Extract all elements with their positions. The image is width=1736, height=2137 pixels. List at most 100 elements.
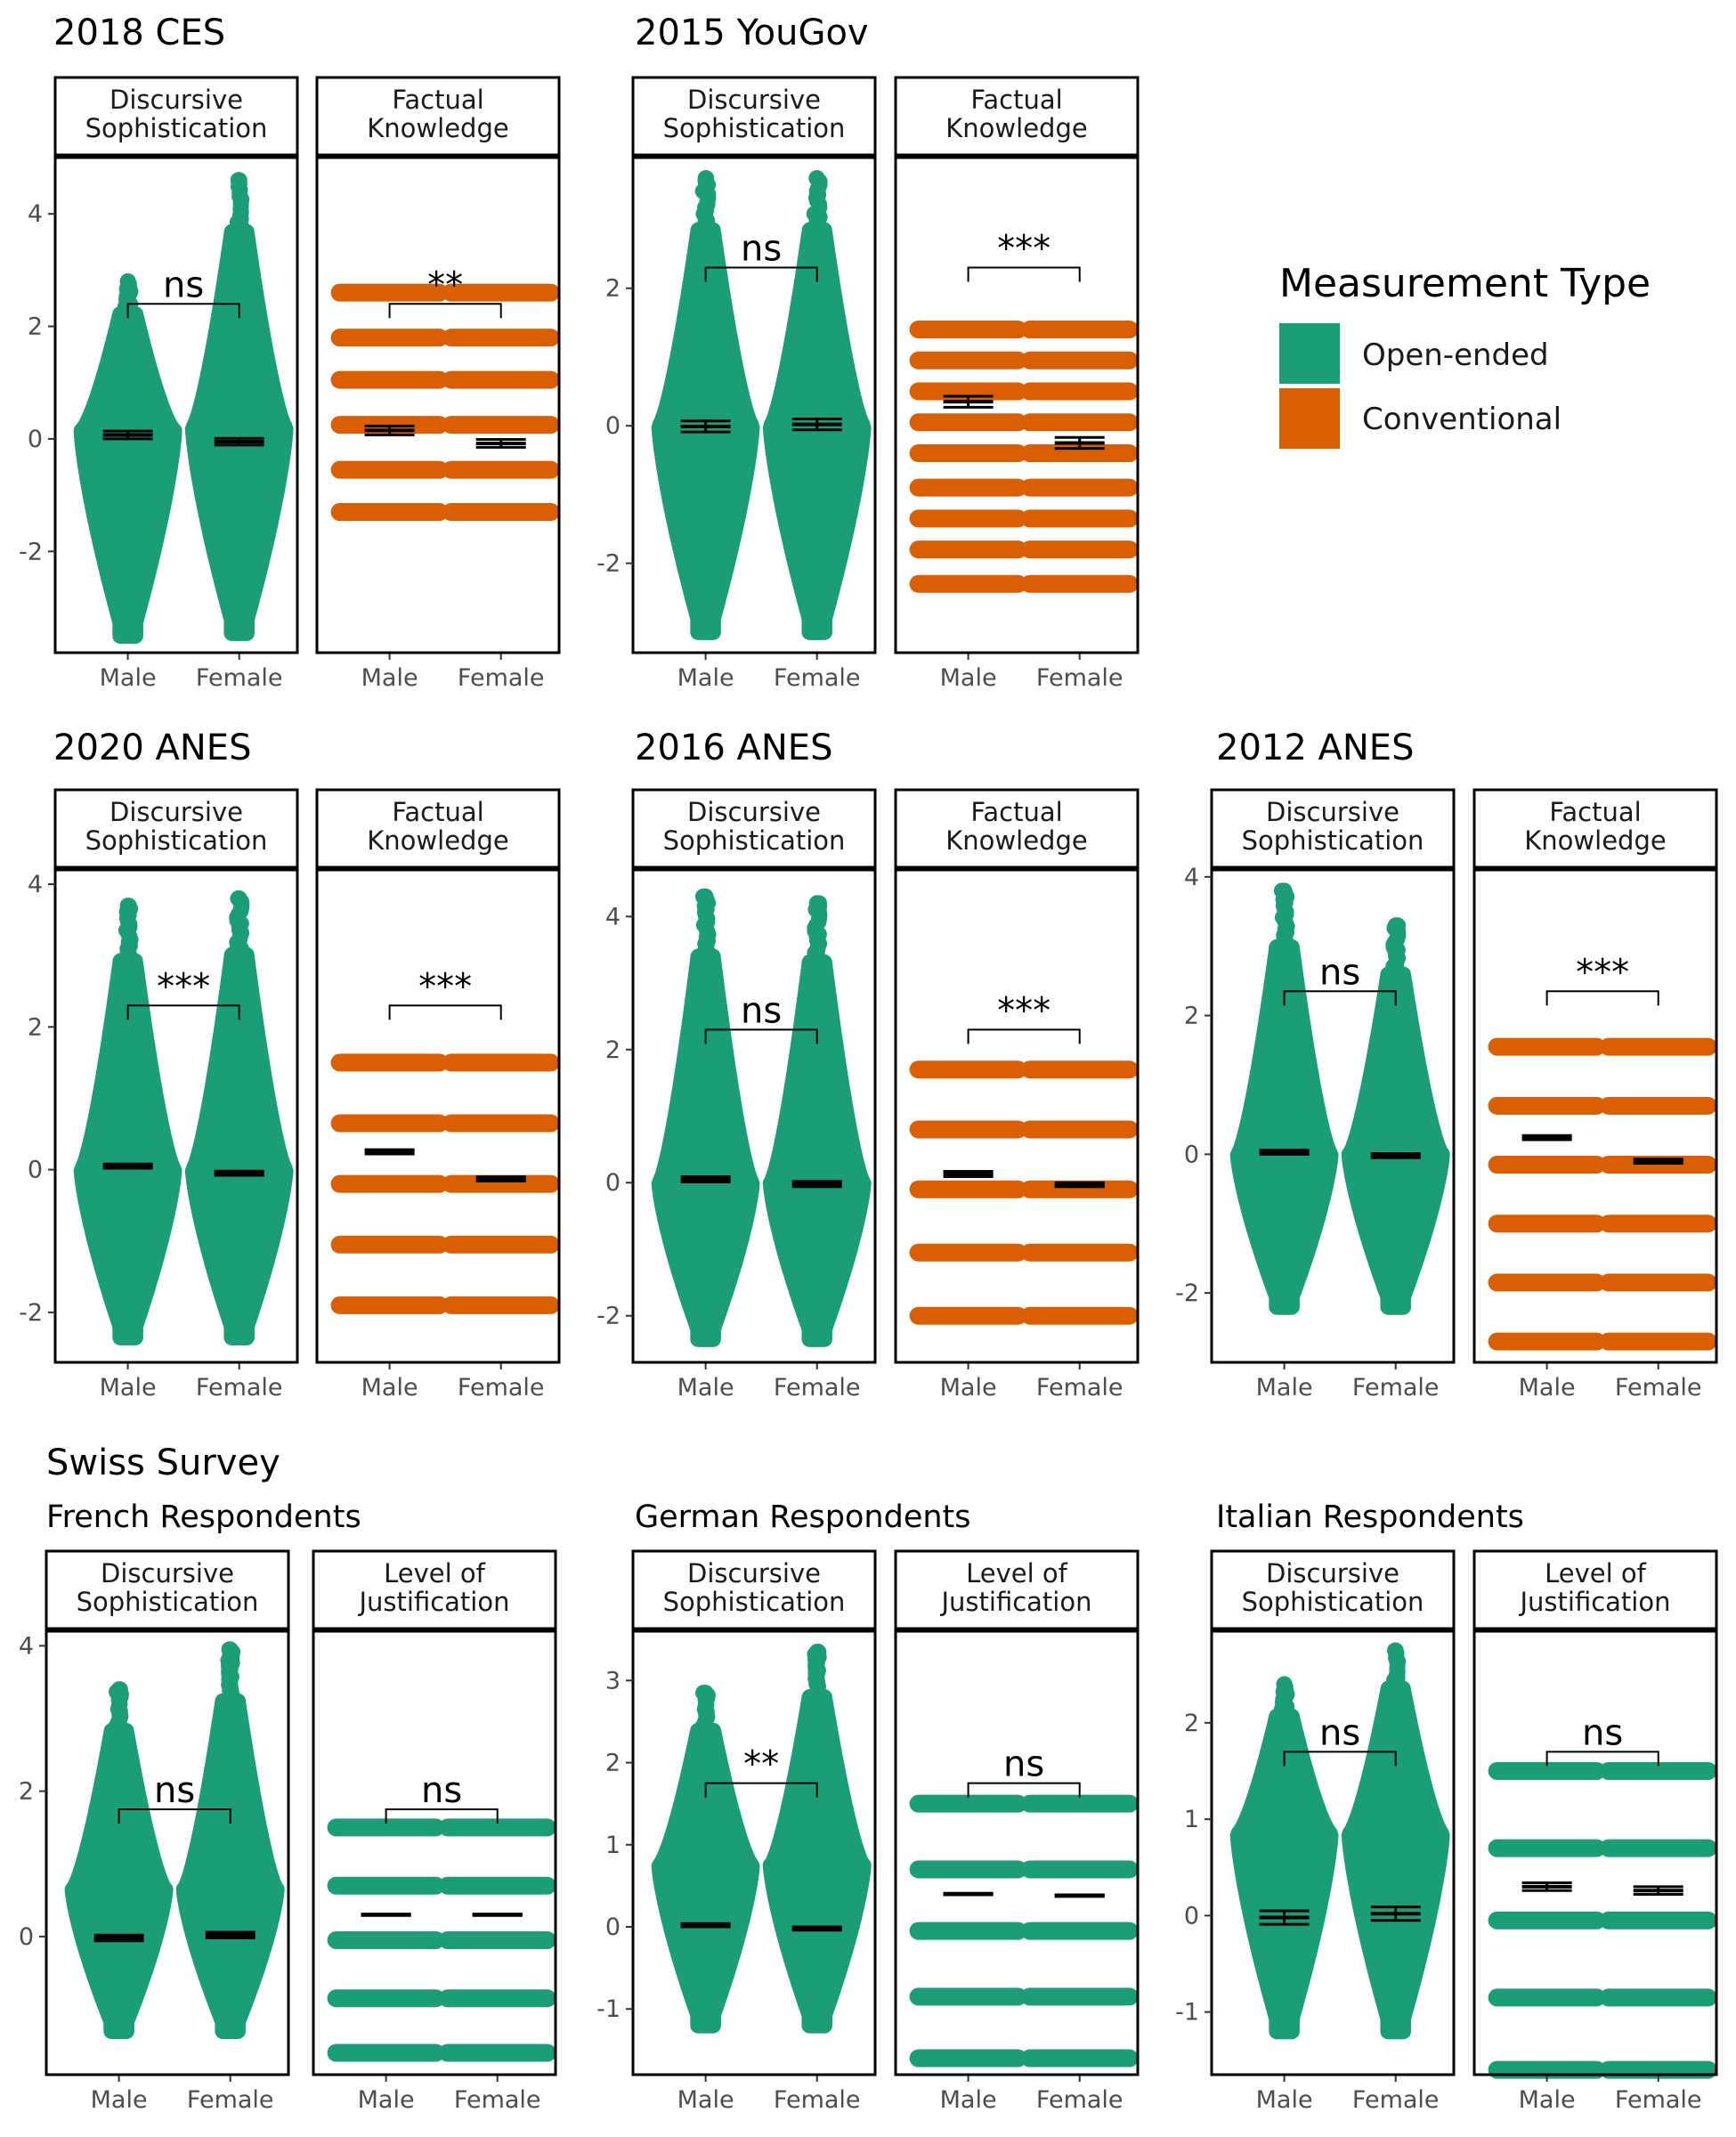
x-tick-label: Male [1519, 2086, 1576, 2114]
panel-border [1210, 868, 1456, 1364]
x-tick-label: Male [940, 664, 997, 692]
significance-label: ** [743, 1744, 779, 1785]
data-point [1276, 882, 1293, 899]
x-tick-label: Male [677, 2086, 734, 2114]
title-2020-anes: 2020 ANES [53, 727, 251, 768]
legend-title: Measurement Type [1279, 261, 1651, 306]
x-tick-label: Female [1615, 1374, 1702, 1402]
significance-bracket [704, 266, 818, 282]
strip-box [45, 1549, 290, 1630]
data-point [808, 2017, 825, 2034]
strip-label: Knowledge [1524, 825, 1666, 856]
x-tick-label: Male [940, 1374, 997, 1402]
significance-bracket [388, 303, 502, 319]
strip-box [1472, 788, 1718, 869]
strip-label: Discursive [687, 797, 821, 827]
significance-bracket [704, 1782, 818, 1798]
significance-label: ns [163, 264, 204, 305]
y-tick-label: 0 [28, 1157, 43, 1184]
significance-bracket [118, 1808, 231, 1824]
legend-key-conventional [1279, 388, 1340, 449]
significance-label: ns [1319, 1712, 1360, 1753]
strip-box [894, 1549, 1140, 1630]
strip-label: Justification [357, 1587, 509, 1617]
strip-label: Discursive [687, 1558, 821, 1589]
y-tick-label: -2 [19, 1299, 43, 1327]
panel-border [631, 868, 877, 1364]
strip-box [312, 1549, 557, 1630]
strip-box [894, 76, 1140, 157]
x-tick-label: Female [454, 2086, 541, 2114]
significance-label: ns [1582, 1712, 1623, 1753]
data-point [222, 1641, 239, 1658]
title-2015-yougov: 2015 YouGov [635, 12, 869, 53]
data-point [697, 888, 714, 905]
y-tick-label: 1 [605, 1832, 621, 1859]
significance-label: *** [418, 966, 472, 1007]
significance-label: ** [427, 264, 463, 305]
strip-label: Sophistication [1242, 1587, 1424, 1617]
data-point [119, 273, 136, 289]
data-point [1276, 1298, 1293, 1315]
strip-label: Discursive [101, 1558, 234, 1589]
strip-label: Justification [939, 1587, 1091, 1617]
panel-border [53, 156, 299, 654]
strip-box [1210, 788, 1456, 869]
x-tick-label: Male [940, 2086, 997, 2114]
strip-label: Knowledge [367, 113, 508, 143]
strip-label: Discursive [1266, 1558, 1399, 1589]
y-tick-label: 0 [28, 426, 43, 453]
y-tick-label: 0 [605, 1169, 621, 1197]
y-tick-label: -2 [19, 538, 43, 565]
data-point [119, 628, 136, 645]
strip-label: Sophistication [1242, 825, 1424, 856]
strip-label: Level of [384, 1558, 486, 1589]
data-point [222, 2023, 239, 2040]
data-point [231, 624, 247, 641]
strip-label: Discursive [687, 85, 821, 115]
legend-label-open-ended: Open-ended [1362, 337, 1549, 373]
x-tick-label: Female [1352, 1374, 1440, 1402]
significance-label: ns [741, 229, 782, 270]
panel-border [894, 868, 1140, 1364]
strip-label: Knowledge [367, 825, 508, 856]
x-tick-label: Male [677, 664, 734, 692]
x-tick-label: Female [196, 1374, 283, 1402]
x-tick-label: Male [361, 1374, 418, 1402]
significance-bracket [126, 303, 240, 319]
significance-label: ns [1319, 952, 1360, 993]
significance-bracket [1545, 990, 1659, 1006]
data-point [1276, 1676, 1293, 1693]
strip-box [1472, 1549, 1718, 1630]
data-point [231, 172, 247, 189]
data-point [697, 1685, 714, 1702]
strip-label: Sophistication [77, 1587, 259, 1617]
data-point [808, 895, 825, 912]
data-point [697, 1330, 714, 1347]
data-point [697, 623, 714, 640]
x-tick-label: Female [458, 664, 545, 692]
strip-label: Discursive [110, 85, 243, 115]
legend-key-open-ended [1279, 323, 1340, 384]
data-point [808, 1330, 825, 1347]
y-tick-label: 2 [1184, 1710, 1199, 1737]
strip-box [53, 76, 299, 157]
y-tick-label: 0 [1184, 1141, 1199, 1168]
significance-bracket [967, 266, 1081, 282]
title-swiss-survey: Swiss Survey [46, 1442, 280, 1483]
significance-label: ns [421, 1770, 462, 1811]
title-2012-anes: 2012 ANES [1216, 727, 1414, 768]
x-tick-label: Female [1036, 2086, 1124, 2114]
significance-bracket [1283, 1751, 1397, 1767]
data-point [1387, 1298, 1404, 1315]
panel-border [631, 1629, 877, 2076]
significance-label: *** [1576, 952, 1629, 993]
data-point [1387, 2023, 1404, 2040]
